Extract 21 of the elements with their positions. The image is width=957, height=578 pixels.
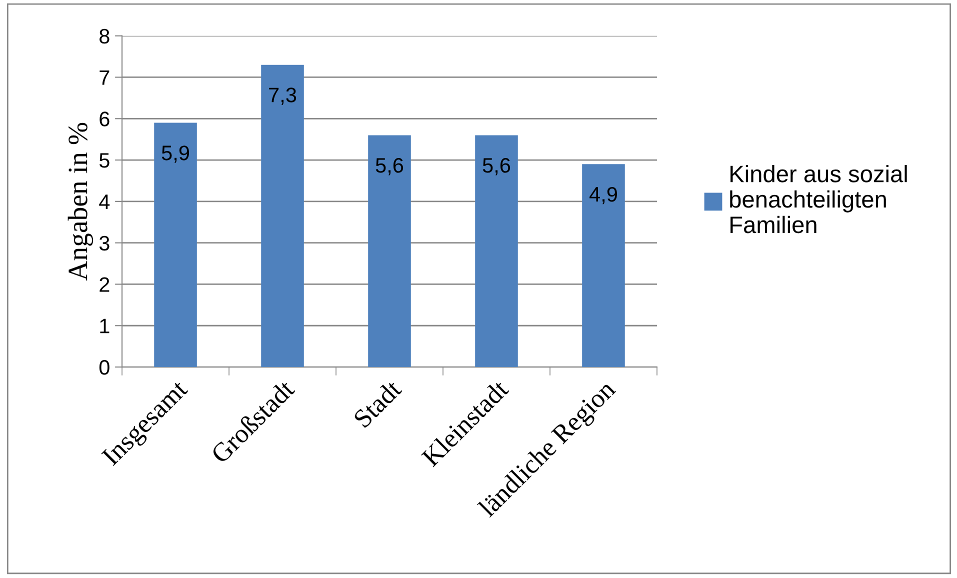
bar [154, 122, 197, 368]
y-tick-label: 6 [100, 112, 110, 126]
data-label: 4,9 [589, 186, 617, 204]
y-tick-label: 0 [99, 360, 110, 375]
data-label: 5,6 [376, 158, 404, 176]
y-tick-label: 8 [100, 28, 110, 44]
y-tick-label: 5 [99, 153, 110, 168]
legend-label: Kinder aus sozial benachteiligten Familien [730, 164, 907, 234]
bar [475, 135, 518, 368]
bar [261, 64, 304, 368]
y-tick-label: 7 [100, 70, 110, 85]
bar [368, 135, 411, 368]
data-label: 5,9 [162, 146, 190, 163]
y-axis-title: Angaben in % [68, 122, 94, 281]
y-tick-label: 1 [100, 318, 110, 334]
data-label: 7,3 [269, 88, 296, 105]
bar [582, 164, 625, 368]
data-label: 5,6 [482, 158, 510, 176]
y-tick-label: 2 [100, 277, 110, 292]
y-tick-label: 3 [99, 236, 110, 251]
y-tick-label: 4 [99, 194, 110, 209]
